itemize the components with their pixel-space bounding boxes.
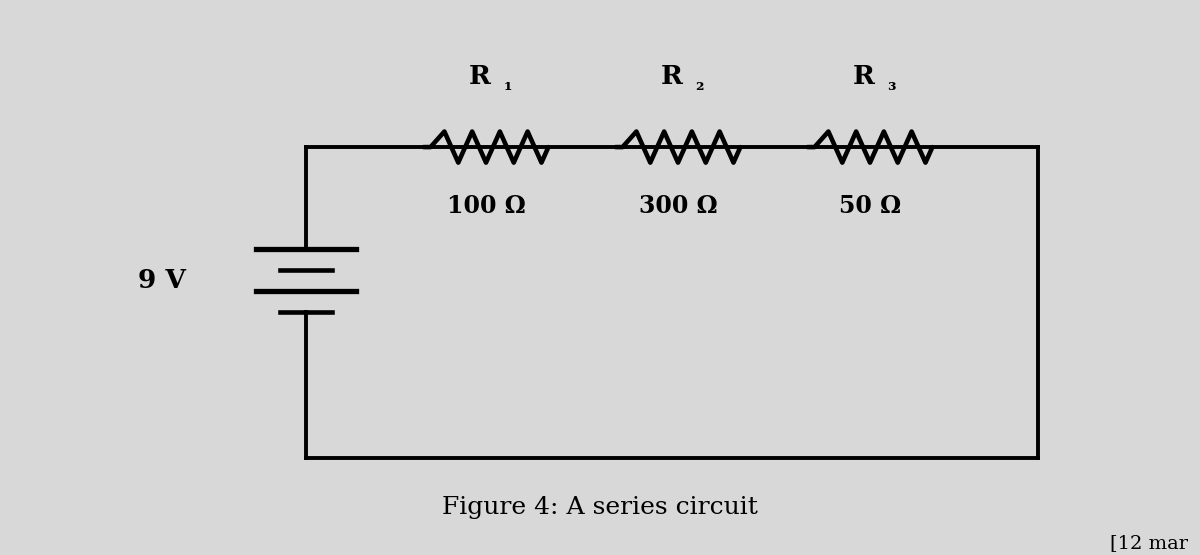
Text: 100 Ω: 100 Ω [446, 194, 526, 218]
Text: 9 V: 9 V [138, 268, 186, 293]
Text: ₁: ₁ [503, 77, 512, 94]
Text: ₂: ₂ [695, 77, 704, 94]
Text: Figure 4: A series circuit: Figure 4: A series circuit [442, 496, 758, 519]
Text: 300 Ω: 300 Ω [638, 194, 718, 218]
Text: ₃: ₃ [887, 77, 896, 94]
Text: 50 Ω: 50 Ω [839, 194, 901, 218]
Text: R: R [661, 64, 683, 89]
Text: R: R [853, 64, 875, 89]
Text: [12 mar: [12 mar [1110, 534, 1188, 552]
Text: R: R [469, 64, 491, 89]
